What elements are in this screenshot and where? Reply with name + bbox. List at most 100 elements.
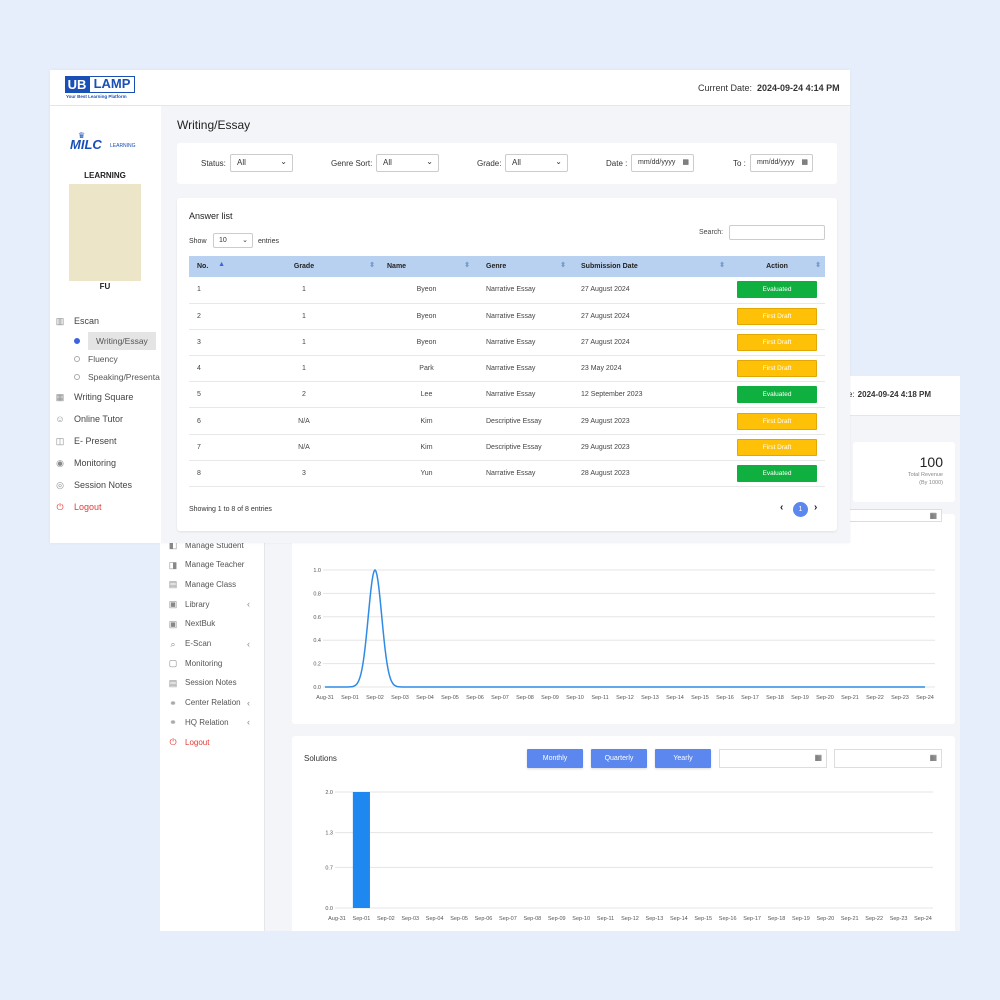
- ublamp-logo[interactable]: UB LAMP Your Best Learning Platform: [65, 76, 137, 100]
- entries-per-page-select[interactable]: 10 ⌄: [213, 233, 253, 248]
- sidebar-item-session-notes[interactable]: ◎ Session Notes: [55, 478, 132, 492]
- dashboard-sidebar-item-nextbuk[interactable]: ▣ NextBuk: [168, 617, 260, 631]
- x-tick-label: Sep-04: [416, 695, 434, 701]
- column-header-action[interactable]: Action ⬍: [729, 256, 825, 277]
- calendar-icon: ▦: [801, 159, 808, 166]
- sidebar-item-online-tutor[interactable]: ☺ Online Tutor: [55, 412, 123, 426]
- evaluated-button[interactable]: Evaluated: [737, 386, 817, 404]
- search-input[interactable]: [729, 225, 825, 240]
- entries-per-page-value: 10: [219, 237, 227, 244]
- evaluated-button[interactable]: Evaluated: [737, 464, 817, 482]
- link-icon: ⚭: [169, 717, 177, 728]
- x-tick-label: Sep-10: [566, 695, 584, 701]
- table-row: 5 2 Lee Narrative Essay 12 September 2023 Eva…: [189, 381, 825, 409]
- cell-name: Byeon: [379, 329, 474, 357]
- yearly-button[interactable]: Yearly: [655, 749, 711, 768]
- y-tick-label: 1.3: [325, 831, 333, 837]
- dashboard-sidebar-item-library[interactable]: ▣ Library ‹: [168, 597, 260, 611]
- cell-action: Evaluated: [729, 460, 825, 488]
- sidebar-item-label: Writing Square: [74, 392, 134, 402]
- cell-grade: 3: [229, 460, 379, 488]
- x-tick-label: Sep-21: [841, 916, 859, 922]
- column-header-submission-date[interactable]: Submission Date ⬍: [570, 256, 729, 277]
- column-header-name[interactable]: Name ⬍: [379, 256, 474, 277]
- dashboard-sidebar-item-label: Manage Class: [185, 579, 237, 589]
- sidebar-item-escan[interactable]: ▥ Escan: [55, 314, 99, 328]
- cell-action: Evaluated: [729, 381, 825, 409]
- x-tick-label: Sep-09: [548, 916, 566, 922]
- tutor-icon: ☺: [55, 414, 65, 424]
- date-to-input[interactable]: mm/dd/yyyy ▦: [750, 154, 813, 172]
- column-header-label: Name: [387, 263, 407, 270]
- cell-action: First Draft: [729, 355, 825, 383]
- monitor-icon: ◉: [56, 458, 64, 468]
- logo-tagline: Your Best Learning Platform: [66, 94, 127, 99]
- sidebar-subitem-fluency[interactable]: Fluency: [74, 352, 118, 366]
- teacher-icon: ◨: [168, 559, 178, 570]
- sidebar-item-monitoring[interactable]: ◉ Monitoring: [55, 456, 116, 470]
- cell-name: Park: [379, 355, 474, 383]
- start-date-input[interactable]: ▦: [719, 749, 827, 768]
- grade-select[interactable]: All ⌄: [505, 154, 568, 172]
- cell-grade: 1: [229, 355, 379, 383]
- monthly-button[interactable]: Monthly: [527, 749, 583, 768]
- dashboard-sidebar-item-monitoring[interactable]: ▢ Monitoring: [168, 656, 260, 670]
- column-header-grade[interactable]: Grade ⬍: [229, 256, 379, 277]
- dashboard-sidebar-item-manage-student[interactable]: ◧ Manage Student: [168, 538, 260, 552]
- evaluated-button[interactable]: Evaluated: [737, 281, 817, 299]
- sidebar-item-label: Session Notes: [74, 480, 133, 490]
- first-draft-button[interactable]: First Draft: [737, 307, 817, 325]
- cell-submission-date: 29 August 2023: [570, 407, 729, 435]
- sidebar-subitem-label: Speaking/Presenta: [88, 372, 160, 382]
- page-title: Writing/Essay: [177, 118, 251, 132]
- chevron-right-icon[interactable]: ›: [814, 502, 818, 513]
- sidebar-subitem-writing-essay[interactable]: Writing/Essay: [74, 332, 156, 350]
- dashboard-sidebar-item-label: E-Scan: [185, 639, 212, 648]
- first-draft-button[interactable]: First Draft: [737, 438, 817, 456]
- x-tick-label: Sep-05: [450, 916, 468, 922]
- x-tick-label: Sep-18: [768, 916, 786, 922]
- cell-grade: 1: [229, 329, 379, 357]
- first-draft-button[interactable]: First Draft: [737, 333, 817, 351]
- dashboard-sidebar-item-manage-teacher[interactable]: ◨ Manage Teacher: [168, 558, 260, 572]
- power-icon: ⏻: [169, 737, 177, 747]
- dashboard-sidebar-item-e-scan[interactable]: ⌕ E-Scan ‹: [168, 637, 260, 651]
- page-button-current[interactable]: 1: [793, 502, 808, 517]
- status-select[interactable]: All ⌄: [230, 154, 293, 172]
- show-label: Show: [189, 238, 207, 245]
- sidebar-item-writing-square[interactable]: ▦ Writing Square: [55, 390, 134, 404]
- sidebar-item-e-present[interactable]: ◫ E- Present: [55, 434, 117, 448]
- date-from-input[interactable]: mm/dd/yyyy ▦: [631, 154, 694, 172]
- end-date-input-top[interactable]: ▦: [834, 509, 942, 522]
- cell-no: 6: [189, 407, 229, 435]
- cell-genre: Narrative Essay: [474, 355, 570, 383]
- solutions-title: Solutions: [304, 754, 337, 763]
- x-tick-label: Sep-03: [391, 695, 409, 701]
- cell-genre: Narrative Essay: [474, 460, 570, 488]
- x-tick-label: Sep-11: [591, 695, 608, 701]
- cell-no: 8: [189, 460, 229, 488]
- dashboard-sidebar-item-center-relation[interactable]: ⚭ Center Relation ‹: [168, 696, 260, 710]
- column-header-no[interactable]: No. ▲: [189, 256, 229, 277]
- dashboard-sidebar-item-hq-relation[interactable]: ⚭ HQ Relation ‹: [168, 715, 260, 729]
- dashboard-sidebar-item-logout[interactable]: ⏻ Logout: [168, 735, 260, 749]
- dashboard-sidebar-item-manage-class[interactable]: ▤ Manage Class: [168, 577, 260, 591]
- first-draft-button[interactable]: First Draft: [737, 360, 817, 378]
- quarterly-button[interactable]: Quarterly: [591, 749, 647, 768]
- x-tick-label: Sep-08: [523, 916, 541, 922]
- genre-sort-select-value: All: [383, 158, 392, 167]
- genre-sort-select[interactable]: All ⌄: [376, 154, 439, 172]
- first-draft-button[interactable]: First Draft: [737, 412, 817, 430]
- dashboard-sidebar-item-session-notes[interactable]: ▤ Session Notes: [168, 676, 260, 690]
- column-header-genre[interactable]: Genre ⬍: [474, 256, 570, 277]
- revenue-value: 100: [919, 454, 943, 470]
- sidebar-item-logout[interactable]: ⏻ Logout: [55, 500, 101, 514]
- user-photo: [69, 184, 141, 281]
- cell-no: 3: [189, 329, 229, 357]
- end-date-input[interactable]: ▦: [834, 749, 942, 768]
- cell-name: Yun: [379, 460, 474, 488]
- chevron-left-icon[interactable]: ‹: [780, 502, 784, 513]
- dashboard-sidebar-item-label: Session Notes: [185, 678, 237, 688]
- sidebar-subitem-speaking[interactable]: Speaking/Presenta: [74, 370, 161, 384]
- to-label: To :: [733, 159, 746, 168]
